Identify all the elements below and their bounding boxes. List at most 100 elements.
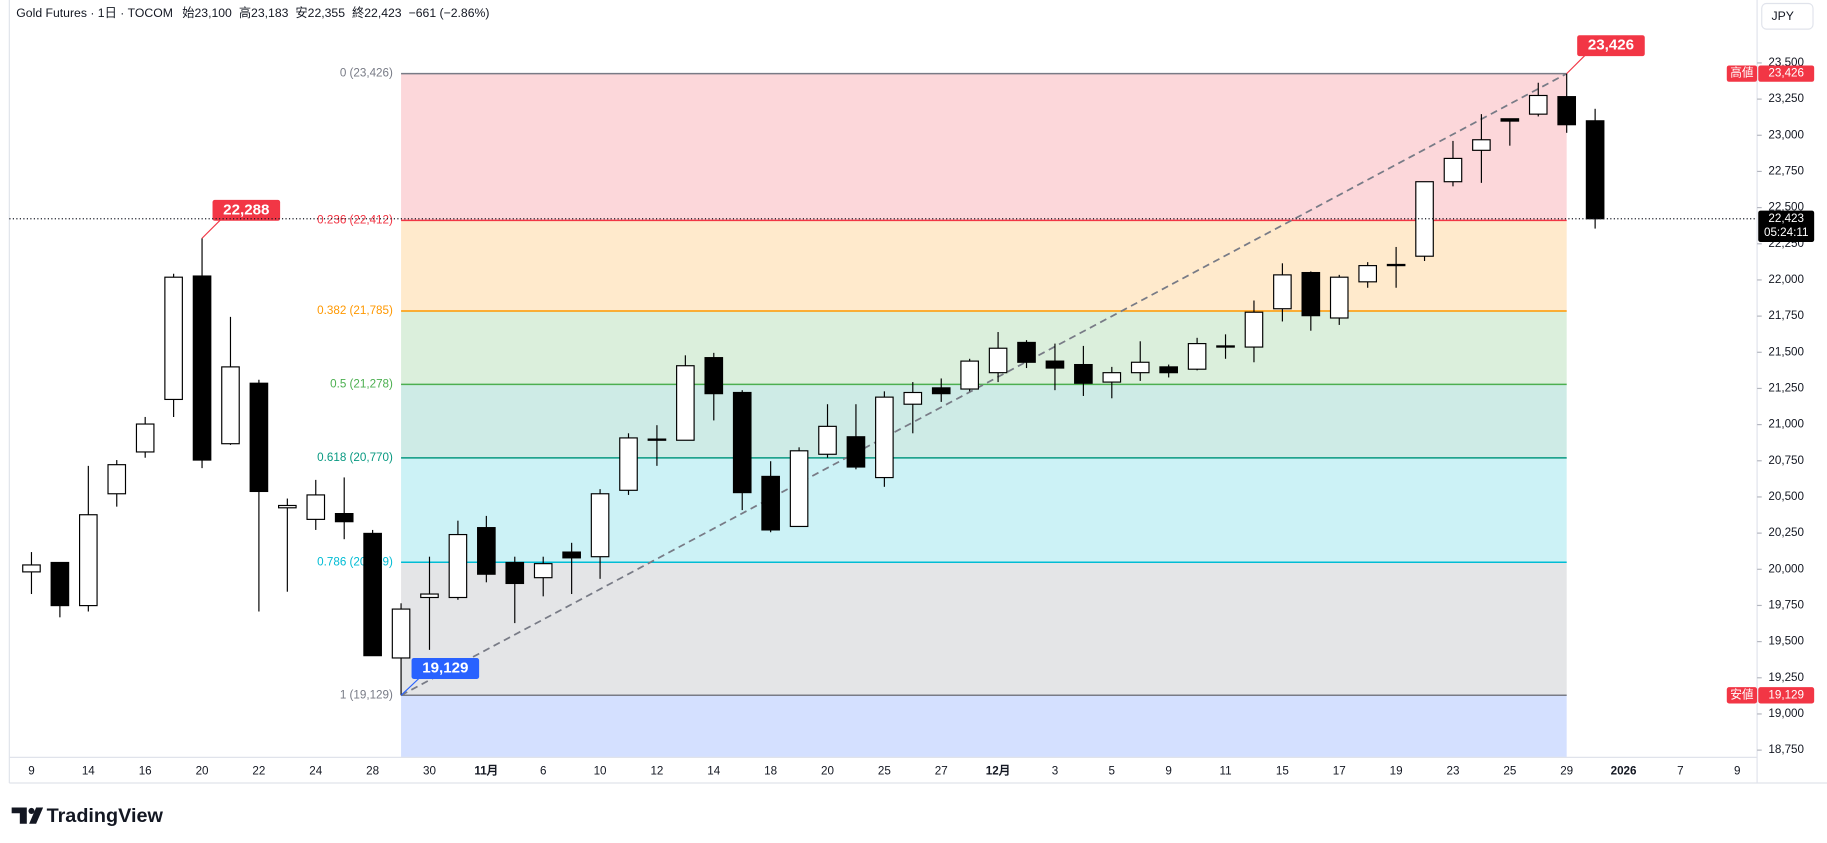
x-tick-label: 30 bbox=[423, 764, 436, 777]
annotation-box bbox=[411, 658, 480, 679]
x-tick-label: 9 bbox=[1165, 764, 1171, 777]
y-tick-label: 18,750 bbox=[1768, 743, 1804, 756]
ohlc-value: 22,355 bbox=[308, 6, 346, 20]
x-tick-label: 27 bbox=[935, 764, 948, 777]
price-badge bbox=[1758, 687, 1815, 704]
x-tick-label: 9 bbox=[28, 764, 34, 777]
x-tick-label: 17 bbox=[1333, 764, 1346, 777]
x-tick-label: 2026 bbox=[1611, 764, 1637, 777]
candle-body bbox=[590, 493, 610, 558]
candle-body bbox=[1045, 360, 1065, 369]
logo: TradingView bbox=[11, 805, 164, 827]
y-tick-label: 23,250 bbox=[1768, 92, 1804, 105]
candle-body bbox=[1500, 118, 1520, 122]
candle-body bbox=[533, 563, 553, 579]
x-tick-label: 22 bbox=[252, 764, 265, 777]
candle-body bbox=[647, 438, 667, 441]
ohlc-key: 安 bbox=[295, 5, 307, 20]
annotation-label: 19,129 bbox=[422, 659, 468, 676]
candle-body bbox=[732, 391, 752, 494]
y-tick-label: 23,000 bbox=[1768, 128, 1804, 141]
candle-body bbox=[334, 513, 354, 523]
candle-body bbox=[1528, 94, 1548, 115]
price-badge-tag bbox=[1726, 687, 1758, 704]
candle-body bbox=[278, 504, 297, 509]
candle-body bbox=[135, 423, 155, 453]
symbol: Gold Futures · 1日 · TOCOM bbox=[16, 6, 173, 20]
x-tick-label: 25 bbox=[1503, 764, 1516, 777]
candle-body bbox=[846, 436, 866, 468]
x-tick-label: 18 bbox=[764, 764, 777, 777]
x-tick-label: 29 bbox=[1560, 764, 1573, 777]
x-tick-label: 20 bbox=[821, 764, 834, 777]
fib-label: 0.236 (22,412) bbox=[317, 213, 393, 226]
candle-body bbox=[50, 561, 70, 607]
candle-body bbox=[448, 533, 468, 599]
candle-body bbox=[1159, 366, 1178, 374]
y-tick-label: 19,000 bbox=[1768, 707, 1804, 720]
ohlc-key: 終 bbox=[352, 5, 364, 20]
fib-zone bbox=[401, 73, 1567, 221]
ohlc-key: 始 bbox=[182, 6, 194, 20]
price-badge-label: 19,129 bbox=[1768, 688, 1804, 701]
x-tick-label: 23 bbox=[1446, 764, 1459, 777]
x-tick-label: 28 bbox=[366, 764, 379, 777]
candle-body bbox=[221, 366, 240, 445]
y-tick-label: 20,500 bbox=[1768, 490, 1804, 503]
annotation-label: 22,288 bbox=[223, 201, 269, 218]
change: −661 (−2.86%) bbox=[409, 6, 490, 20]
candle-body bbox=[1358, 265, 1378, 283]
candle-body bbox=[1074, 363, 1093, 384]
x-tick-label: 14 bbox=[707, 764, 720, 777]
ohlc-value: 23,100 bbox=[194, 6, 232, 20]
logo-icon bbox=[11, 807, 44, 824]
candle-body bbox=[619, 437, 638, 491]
y-tick-label: 22,750 bbox=[1768, 165, 1804, 178]
fib-label: 0.382 (21,785) bbox=[317, 304, 393, 317]
ohlc-key: 高 bbox=[239, 5, 251, 20]
candle-body bbox=[1273, 274, 1292, 310]
y-tick-label: 19,500 bbox=[1768, 635, 1804, 648]
candle-body bbox=[391, 608, 411, 659]
candle-body bbox=[1216, 345, 1235, 348]
candle-body bbox=[988, 347, 1008, 374]
x-tick-label: 15 bbox=[1276, 764, 1289, 777]
x-tick-label: 11月 bbox=[474, 764, 498, 777]
y-tick-label: 21,250 bbox=[1768, 382, 1804, 395]
currency-button[interactable] bbox=[1761, 2, 1814, 30]
y-tick-label: 19,750 bbox=[1768, 599, 1804, 612]
candle-body bbox=[875, 396, 894, 479]
x-tick-label: 24 bbox=[309, 764, 322, 777]
fib-zone bbox=[401, 562, 1567, 696]
candle-body bbox=[1557, 96, 1577, 126]
candle-body bbox=[562, 551, 581, 559]
candle-body bbox=[1130, 361, 1150, 374]
price-badge-tag-label: 高値 bbox=[1730, 66, 1754, 80]
y-tick-label: 20,250 bbox=[1768, 526, 1804, 539]
candle-body bbox=[903, 391, 923, 405]
x-tick-label: 11 bbox=[1219, 764, 1231, 777]
fib-label: 0.618 (20,770) bbox=[317, 451, 393, 464]
annotation-label: 23,426 bbox=[1588, 37, 1634, 54]
candle-body bbox=[79, 514, 98, 607]
candle-body bbox=[1443, 157, 1463, 183]
y-tick-label: 21,750 bbox=[1768, 309, 1804, 322]
candle-body bbox=[1415, 181, 1434, 257]
candle-body bbox=[789, 450, 809, 528]
candle-body bbox=[1386, 263, 1406, 267]
y-tick-label: 20,750 bbox=[1768, 454, 1804, 467]
candle-body bbox=[477, 527, 496, 575]
x-tick-label: 9 bbox=[1734, 764, 1740, 777]
candle-body bbox=[931, 387, 951, 395]
x-tick-label: 12月 bbox=[986, 764, 1011, 777]
ohlc-value: 22,423 bbox=[364, 6, 402, 20]
x-tick-label: 5 bbox=[1109, 764, 1115, 777]
x-tick-label: 14 bbox=[82, 764, 95, 777]
brand: TradingView bbox=[47, 805, 164, 827]
y-tick-label: 22,500 bbox=[1768, 201, 1804, 214]
y-tick-label: 21,500 bbox=[1768, 345, 1804, 358]
fib-label: 1 (19,129) bbox=[340, 688, 393, 701]
fib-trend-line bbox=[400, 72, 1568, 697]
y-tick-label: 21,000 bbox=[1768, 418, 1804, 431]
